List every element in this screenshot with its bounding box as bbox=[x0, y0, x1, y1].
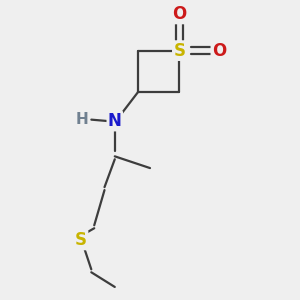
Text: O: O bbox=[212, 42, 226, 60]
Text: H: H bbox=[76, 112, 89, 127]
Text: S: S bbox=[173, 42, 185, 60]
Text: S: S bbox=[75, 231, 87, 249]
Text: N: N bbox=[108, 112, 122, 130]
Text: O: O bbox=[172, 5, 187, 23]
